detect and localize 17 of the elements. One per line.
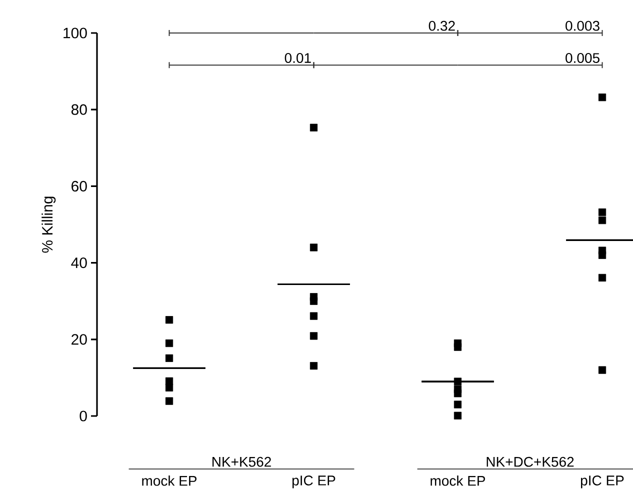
y-tick-label: 80 xyxy=(71,104,87,115)
y-tick-label: 40 xyxy=(71,257,87,268)
y-axis-title: % Killing xyxy=(42,196,56,253)
annotation: 0.01 xyxy=(284,53,311,63)
y-tick-label: 60 xyxy=(72,180,87,192)
text: 0.32 xyxy=(428,20,455,31)
x-tick-label: pIC EP xyxy=(580,476,624,488)
x-tick-label: pIC EP xyxy=(292,476,336,488)
x-tick-label: mock EP xyxy=(430,476,486,486)
x-axis-title: NK+DC+K562 xyxy=(486,456,574,467)
text: 0.003 xyxy=(566,20,600,31)
x-axis-title: NK+K562 xyxy=(212,456,271,467)
annotation: 0.005 xyxy=(566,53,600,63)
x-tick-label: mock EP xyxy=(142,476,196,486)
y-tick-label: 0 xyxy=(80,410,87,422)
y-tick-label: 100 xyxy=(64,28,87,38)
y-tick-label: 20 xyxy=(72,334,87,345)
